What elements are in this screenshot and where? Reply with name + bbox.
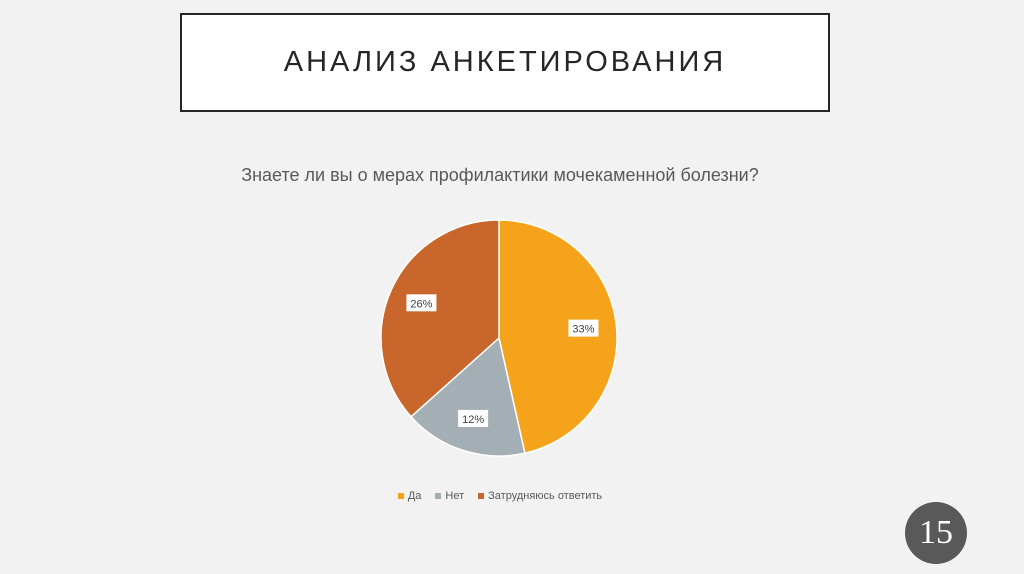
legend-label: Да <box>407 490 422 502</box>
legend-label: Нет <box>445 490 465 502</box>
pie-slice-1 <box>410 336 526 457</box>
chart-legend: Да Нет Затрудняюсь ответить <box>0 490 1000 502</box>
pie-label-1: 12% <box>458 409 489 427</box>
legend-item-2: Затрудняюсь ответить <box>478 490 602 502</box>
svg-text:33%: 33% <box>572 324 594 336</box>
legend-swatch <box>478 493 485 499</box>
pie-label-2: 26% <box>406 294 437 312</box>
slide-title: АНАЛИЗ АНКЕТИРОВАНИЯ <box>283 46 727 78</box>
slide-title-box: АНАЛИЗ АНКЕТИРОВАНИЯ <box>180 13 830 112</box>
page-number: 15 <box>905 502 967 564</box>
pie-slice-0 <box>498 219 618 455</box>
legend-item-0: Да <box>397 490 422 502</box>
legend-swatch <box>397 493 404 499</box>
legend-label: Затрудняюсь ответить <box>488 490 603 502</box>
svg-text:26%: 26% <box>410 298 432 310</box>
legend-item-1: Нет <box>435 490 464 502</box>
chart-title: Знаете ли вы о мерах профилактики мочека… <box>241 165 759 185</box>
pie-chart: 33% 12% 26% <box>380 219 618 457</box>
pie-slice-2 <box>380 219 500 418</box>
svg-text:12%: 12% <box>462 414 484 426</box>
legend-swatch <box>435 493 442 499</box>
pie-label-0: 33% <box>568 319 599 337</box>
